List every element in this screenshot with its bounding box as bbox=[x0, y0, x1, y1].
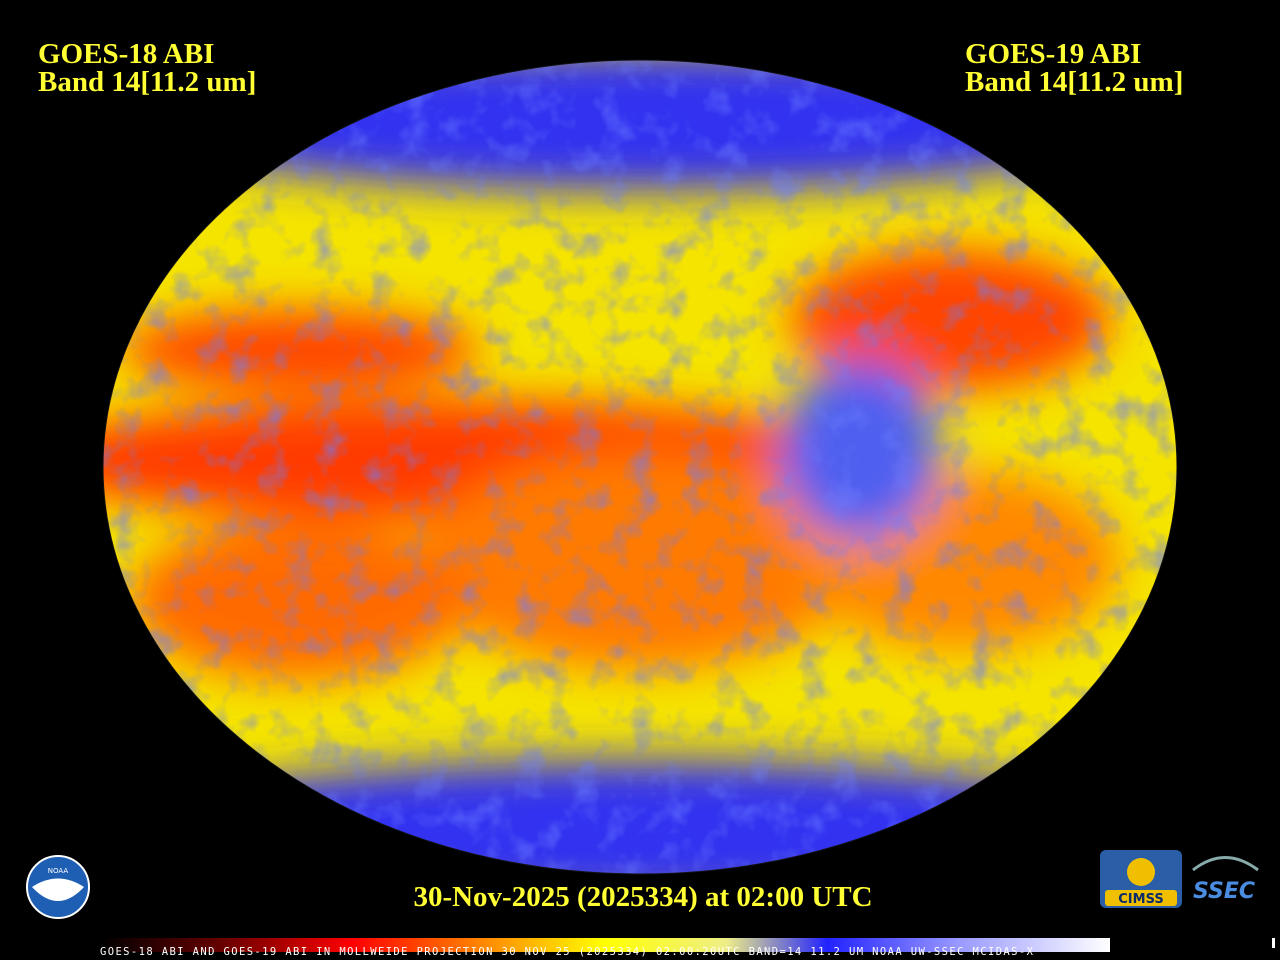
left-satellite: GOES-18 ABI bbox=[38, 38, 214, 70]
ssec-label: SSEC bbox=[1193, 879, 1255, 904]
globe-outline bbox=[102, 59, 1178, 875]
timestamp: 30-Nov-2025 (2025334) at 02:00 UTC bbox=[413, 881, 872, 913]
right-band: Band 14[11.2 um] bbox=[965, 66, 1183, 98]
globe-image bbox=[103, 60, 1177, 874]
footer-text: GOES-18 ABI AND GOES-19 ABI IN MOLLWEIDE… bbox=[100, 946, 1034, 958]
noaa-label: NOAA bbox=[48, 867, 69, 875]
ssec-logo: SSEC bbox=[1192, 856, 1259, 904]
left-band: Band 14[11.2 um] bbox=[38, 66, 256, 98]
right-satellite: GOES-19 ABI bbox=[965, 38, 1141, 70]
noaa-logo: NOAA bbox=[26, 855, 90, 919]
cimss-logo: CIMSS bbox=[1100, 850, 1182, 908]
cimss-label: CIMSS bbox=[1118, 892, 1163, 907]
color-bar bbox=[100, 938, 1110, 952]
corner-tick bbox=[1272, 938, 1275, 948]
